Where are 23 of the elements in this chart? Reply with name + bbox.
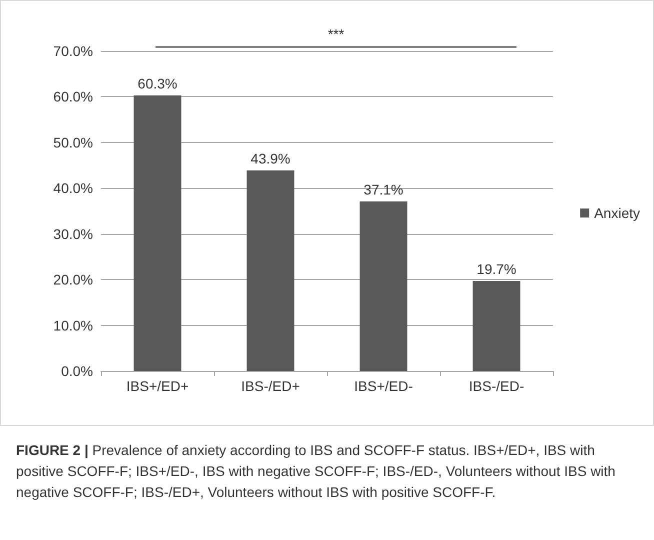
- x-tick-label: IBS+/ED+: [126, 378, 189, 394]
- y-tick-label: 70.0%: [53, 43, 93, 59]
- x-tick-label: IBS-/ED-: [468, 378, 524, 394]
- data-label: 43.9%: [250, 150, 290, 166]
- text: ***: [328, 26, 345, 42]
- y-tick-label: 20.0%: [53, 272, 93, 288]
- y-tick-label: 60.0%: [53, 88, 93, 105]
- y-tick-label: 50.0%: [53, 134, 93, 150]
- x-tick-label: IBS-/ED+: [241, 378, 300, 394]
- bar: [360, 201, 408, 371]
- caption: FIGURE 2 | Prevalence of anxiety according to IBS and SCOFF-F status. IBS+/ED+, IBS with positive SCOFF-F; IBS+/ED-, IBS with negative SCOFF-F; IBS-/ED-, Volunteers without IBS with negative SCOFF-F; IBS-/ED+, Volunteers without IBS with positive SCOFF-F.: [16, 441, 616, 502]
- data-label: 60.3%: [138, 75, 178, 92]
- bar: [134, 95, 182, 371]
- x-tick-label: IBS+/ED-: [354, 378, 414, 394]
- y-tick-label: 40.0%: [53, 180, 93, 196]
- bar: [472, 280, 520, 371]
- data-label: 37.1%: [364, 181, 404, 198]
- legend-label: Anxiety: [594, 205, 640, 221]
- y-tick-label: 10.0%: [53, 317, 93, 334]
- data-label: 19.7%: [476, 260, 516, 277]
- y-tick-label: 30.0%: [53, 226, 93, 242]
- bar: [246, 170, 294, 371]
- y-tick-label: 0.0%: [61, 363, 93, 379]
